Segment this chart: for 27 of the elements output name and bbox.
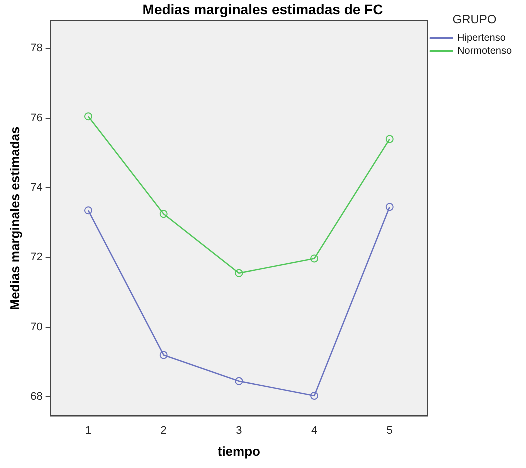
y-tick-label: 78 (30, 42, 43, 55)
legend-label: Normotenso (458, 46, 512, 58)
point (235, 269, 244, 278)
point (84, 206, 93, 215)
x-tick-label: 1 (85, 424, 92, 437)
x-tick-label: 3 (236, 424, 242, 437)
legend-title: GRUPO (452, 12, 497, 26)
chart-title: Medias marginales estimadas de FC (142, 1, 384, 18)
point (386, 135, 394, 144)
y-tick-label: 68 (30, 391, 43, 404)
y-tick-label: 70 (30, 321, 43, 334)
x-axis-title: tiempo (218, 444, 261, 459)
point (310, 254, 319, 263)
point (160, 210, 168, 218)
x-tick-label: 2 (160, 424, 167, 437)
point (84, 112, 93, 121)
point (160, 351, 168, 360)
y-tick-label: 72 (30, 252, 43, 264)
x-tick-label: 5 (386, 424, 393, 437)
y-axis-title: Medias marginales estimadas (7, 126, 22, 310)
y-tick-label: 74 (30, 182, 43, 194)
x-tick-label: 4 (311, 424, 318, 437)
point (386, 203, 394, 212)
y-tick-label: 76 (30, 112, 43, 124)
point (310, 392, 319, 400)
point (235, 377, 244, 386)
legend-label: Hipertenso (458, 33, 506, 44)
